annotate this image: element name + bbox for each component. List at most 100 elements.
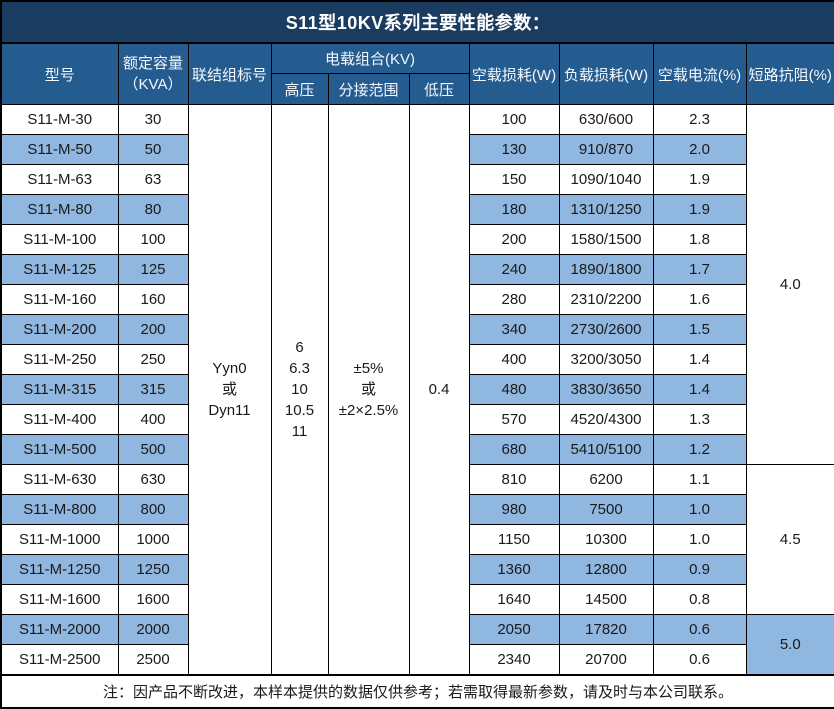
- header-short-circuit-impedance: 短路抗阻(%): [745, 42, 834, 105]
- cell-no-load-loss: 340: [468, 314, 560, 345]
- header-lv: 低压: [408, 73, 470, 105]
- header-model: 型号: [0, 42, 119, 105]
- cell-capacity: 630: [117, 464, 189, 495]
- cell-no-load-current: 1.9: [652, 194, 747, 225]
- cell-load-loss: 5410/5100: [558, 434, 654, 465]
- cell-model: S11-M-500: [0, 434, 119, 465]
- cell-no-load-loss: 980: [468, 494, 560, 525]
- table-row: S11-M-80 80 180 1310/1250 1.9: [0, 194, 834, 225]
- hv-line: 11: [291, 423, 308, 440]
- cell-capacity: 160: [117, 284, 189, 315]
- cell-model: S11-M-630: [0, 464, 119, 495]
- cell-capacity: 125: [117, 254, 189, 285]
- cell-model: S11-M-1000: [0, 524, 119, 555]
- cell-capacity: 250: [117, 344, 189, 375]
- cell-no-load-loss: 680: [468, 434, 560, 465]
- header-rated-capacity: 额定容量 （KVA）: [117, 42, 189, 105]
- table-row: S11-M-200 200 340 2730/2600 1.5: [0, 314, 834, 345]
- cell-no-load-current: 1.5: [652, 314, 747, 345]
- cell-lv-voltage: 0.4: [408, 104, 470, 676]
- cell-load-loss: 12800: [558, 554, 654, 585]
- cell-no-load-loss: 1360: [468, 554, 560, 585]
- table-row: S11-M-50 50 130 910/870 2.0: [0, 134, 834, 165]
- cell-no-load-current: 0.9: [652, 554, 747, 585]
- cell-no-load-loss: 400: [468, 344, 560, 375]
- tap-line: ±2×2.5%: [338, 402, 399, 419]
- cell-capacity: 50: [117, 134, 189, 165]
- cell-no-load-current: 1.8: [652, 224, 747, 255]
- cell-capacity: 315: [117, 374, 189, 405]
- header-rated-capacity-line1: 额定容量: [122, 55, 183, 72]
- cell-model: S11-M-160: [0, 284, 119, 315]
- cell-capacity: 2500: [117, 644, 189, 676]
- header-no-load-loss: 空载损耗(W): [468, 42, 560, 105]
- cell-no-load-loss: 280: [468, 284, 560, 315]
- cell-capacity: 800: [117, 494, 189, 525]
- cell-model: S11-M-2500: [0, 644, 119, 676]
- table-row: S11-M-250 250 400 3200/3050 1.4: [0, 344, 834, 375]
- hv-line: 10.5: [284, 402, 315, 419]
- cell-no-load-current: 1.2: [652, 434, 747, 465]
- table-row: S11-M-160 160 280 2310/2200 1.6: [0, 284, 834, 315]
- hv-line: 6: [295, 339, 304, 356]
- cell-load-loss: 3830/3650: [558, 374, 654, 405]
- header-rated-capacity-line2: （KVA）: [123, 76, 183, 93]
- cell-no-load-loss: 2050: [468, 614, 560, 645]
- cell-capacity: 30: [117, 104, 189, 135]
- cell-impedance-group: 5.0: [745, 614, 834, 676]
- cell-no-load-loss: 480: [468, 374, 560, 405]
- cell-load-loss: 7500: [558, 494, 654, 525]
- cell-model: S11-M-30: [0, 104, 119, 135]
- cell-no-load-current: 2.3: [652, 104, 747, 135]
- cell-impedance-group: 4.5: [745, 464, 834, 615]
- cell-model: S11-M-200: [0, 314, 119, 345]
- cell-no-load-loss: 1640: [468, 584, 560, 615]
- cell-capacity: 80: [117, 194, 189, 225]
- cell-model: S11-M-125: [0, 254, 119, 285]
- cell-load-loss: 6200: [558, 464, 654, 495]
- cell-capacity: 500: [117, 434, 189, 465]
- hv-line: 10: [291, 381, 308, 398]
- cell-impedance-group: 4.0: [745, 104, 834, 465]
- cell-capacity: 1000: [117, 524, 189, 555]
- table-row: S11-M-500 500 680 5410/5100 1.2: [0, 434, 834, 465]
- cell-capacity: 2000: [117, 614, 189, 645]
- cell-model: S11-M-400: [0, 404, 119, 435]
- table-row: S11-M-2500 2500 2340 20700 0.6: [0, 644, 834, 676]
- cell-load-loss: 14500: [558, 584, 654, 615]
- table-row: S11-M-30 30 Yyn0 或 Dyn11 6 6.3 10 10.5 1…: [0, 104, 834, 676]
- cell-load-loss: 3200/3050: [558, 344, 654, 375]
- cell-capacity: 63: [117, 164, 189, 195]
- cell-no-load-loss: 130: [468, 134, 560, 165]
- cell-no-load-current: 1.3: [652, 404, 747, 435]
- cell-no-load-current: 0.6: [652, 614, 747, 645]
- cell-load-loss: 1310/1250: [558, 194, 654, 225]
- tap-line: ±5%: [353, 360, 384, 377]
- cell-no-load-current: 0.6: [652, 644, 747, 676]
- connection-line: 或: [221, 381, 237, 398]
- table-row: S11-M-63 63 150 1090/1040 1.9: [0, 164, 834, 195]
- cell-no-load-loss: 1150: [468, 524, 560, 555]
- cell-no-load-current: 1.0: [652, 494, 747, 525]
- tap-line: 或: [360, 381, 376, 398]
- cell-capacity: 400: [117, 404, 189, 435]
- cell-no-load-loss: 810: [468, 464, 560, 495]
- table-title: S11型10KV系列主要性能参数：: [0, 0, 834, 44]
- cell-load-loss: 630/600: [558, 104, 654, 135]
- cell-model: S11-M-315: [0, 374, 119, 405]
- cell-model: S11-M-100: [0, 224, 119, 255]
- cell-model: S11-M-800: [0, 494, 119, 525]
- cell-no-load-current: 0.8: [652, 584, 747, 615]
- header-hv: 高压: [270, 73, 329, 105]
- cell-load-loss: 1090/1040: [558, 164, 654, 195]
- cell-no-load-loss: 150: [468, 164, 560, 195]
- cell-no-load-loss: 180: [468, 194, 560, 225]
- connection-line: Dyn11: [208, 402, 251, 419]
- connection-line: Yyn0: [212, 360, 247, 377]
- cell-load-loss: 10300: [558, 524, 654, 555]
- header-no-load-current: 空载电流(%): [652, 42, 747, 105]
- cell-load-loss: 20700: [558, 644, 654, 676]
- cell-no-load-current: 1.6: [652, 284, 747, 315]
- cell-model: S11-M-50: [0, 134, 119, 165]
- table-row: S11-M-2000 2000 2050 17820 0.6 5.0: [0, 614, 834, 676]
